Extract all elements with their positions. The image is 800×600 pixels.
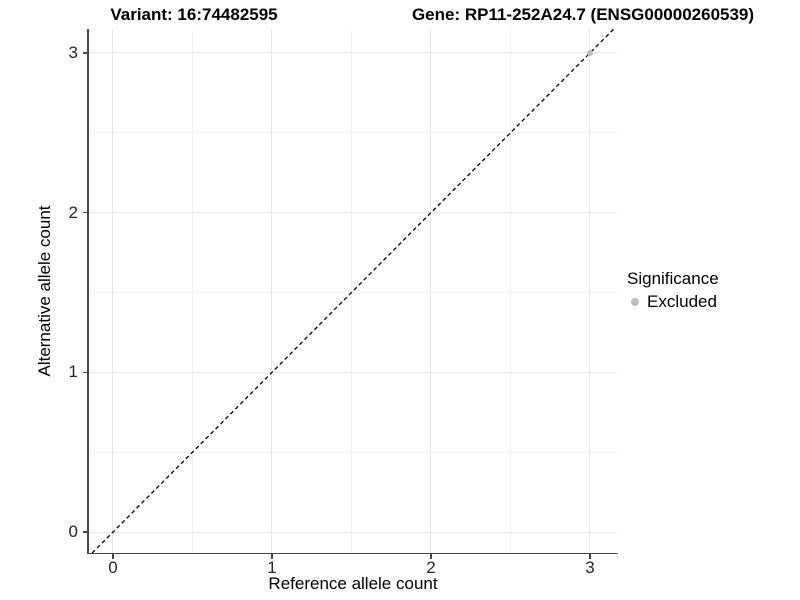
plot-title-gene: Gene: RP11-252A24.7 (ENSG00000260539) (411, 5, 755, 24)
gridline-minor-horizontal (88, 132, 617, 134)
gridline-major-horizontal (88, 212, 617, 214)
x-tick-label: 0 (108, 558, 118, 577)
gridline-minor-horizontal (88, 451, 617, 453)
y-tick-label: 3 (68, 42, 78, 62)
y-tick-label: 1 (68, 362, 78, 382)
plot-panel (88, 29, 617, 553)
identity-dashed-line (91, 29, 615, 553)
y-axis-tick-mark (82, 371, 87, 374)
gridline-major-vertical (112, 29, 114, 553)
gridline-major-horizontal (88, 371, 617, 373)
y-axis-line (87, 29, 89, 554)
x-tick-label: 3 (585, 558, 595, 577)
gridline-minor-vertical (509, 29, 511, 553)
legend: Significance Excluded (627, 268, 719, 312)
y-axis-title: Alternative allele count (35, 205, 54, 377)
y-axis-tick-mark (82, 211, 87, 214)
gridline-major-horizontal (88, 52, 617, 54)
y-axis-tick-mark (82, 531, 87, 533)
x-axis-tick-mark (430, 554, 432, 559)
gridline-major-vertical (271, 29, 273, 553)
legend-item-excluded: Excluded (627, 291, 719, 312)
gridline-major-vertical (430, 29, 432, 553)
gridline-minor-horizontal (88, 292, 617, 294)
plot-title-variant: Variant: 16:74482595 (110, 5, 278, 24)
y-tick-label: 2 (68, 202, 78, 222)
y-axis-tick-mark (82, 52, 87, 54)
excluded-point-icon (631, 297, 639, 306)
x-axis-tick-mark (112, 554, 114, 559)
x-axis-tick-mark (589, 554, 591, 559)
x-axis-tick-mark (271, 554, 273, 559)
data-point-excluded (586, 49, 593, 56)
legend-item-label: Excluded (647, 292, 717, 311)
x-axis-line (87, 552, 618, 554)
y-tick-label: 0 (68, 522, 78, 542)
gridline-major-vertical (589, 29, 591, 553)
gridline-minor-vertical (350, 29, 352, 553)
x-tick-label: 1 (267, 558, 277, 577)
plot-data-layer (91, 29, 615, 553)
gridline-major-horizontal (88, 531, 617, 533)
gridline-minor-vertical (191, 29, 193, 553)
x-tick-label: 2 (426, 558, 436, 577)
x-axis-title: Reference allele count (268, 574, 438, 593)
legend-title: Significance (627, 269, 719, 288)
